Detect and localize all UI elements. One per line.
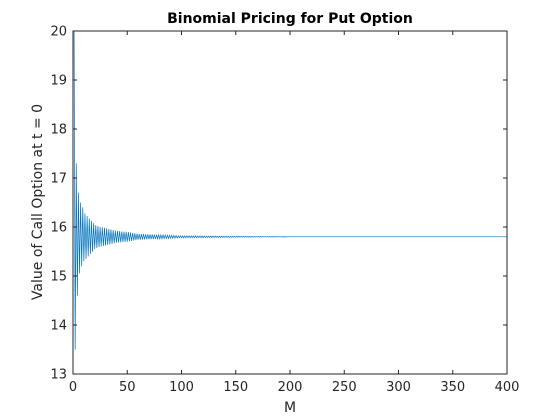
y-tick-label: 19 — [50, 74, 67, 89]
series-line — [73, 30, 507, 350]
y-tick-label: 15 — [50, 270, 67, 285]
x-tick-label: 100 — [169, 380, 194, 395]
plot-area — [73, 31, 507, 374]
x-tick-label: 250 — [332, 380, 357, 395]
series-layer — [73, 30, 507, 350]
y-tick-label: 20 — [50, 25, 67, 40]
x-tick-label: 50 — [119, 380, 136, 395]
y-tick-label: 17 — [50, 172, 67, 187]
y-tick-label: 13 — [50, 368, 67, 383]
y-ticks: 13 14 15 16 17 18 19 20 — [50, 25, 507, 383]
y-tick-label: 14 — [50, 319, 67, 334]
y-axis-label: Value of Call Option at t = 0 — [30, 104, 46, 300]
x-axis-label: M — [284, 400, 296, 416]
x-tick-label: 300 — [386, 380, 411, 395]
x-ticks: 0 50 100 150 200 250 300 350 400 — [69, 31, 520, 395]
x-tick-label: 400 — [495, 380, 520, 395]
x-tick-label: 200 — [278, 380, 303, 395]
chart-title: Binomial Pricing for Put Option — [167, 11, 413, 27]
y-tick-label: 16 — [50, 221, 67, 236]
x-tick-label: 150 — [223, 380, 248, 395]
x-tick-label: 350 — [440, 380, 465, 395]
y-tick-label: 18 — [50, 123, 67, 138]
x-tick-label: 0 — [69, 380, 77, 395]
